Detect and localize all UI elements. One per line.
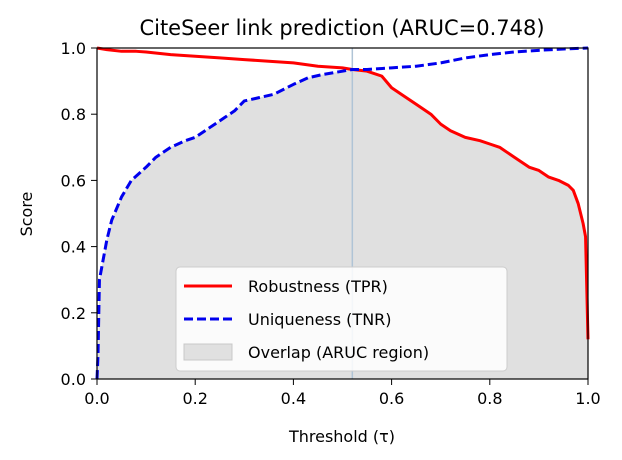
y-tick-label: 0.4 [61, 238, 86, 257]
x-tick-label: 1.0 [575, 389, 600, 408]
legend-item-overlap-label: Overlap (ARUC region) [248, 343, 429, 362]
series-line-robustness [96, 46, 590, 340]
series-line-uniqueness [95, 46, 589, 380]
x-tick-label: 0.2 [182, 389, 207, 408]
x-tick-label: 0.4 [281, 389, 306, 408]
y-tick-label: 1.0 [61, 39, 86, 58]
x-axis-label: Threshold (τ) [288, 427, 395, 446]
chart-title: CiteSeer link prediction (ARUC=0.748) [139, 16, 544, 40]
plot-frame [96, 47, 589, 380]
legend [175, 266, 508, 372]
y-tick-label: 0.0 [61, 370, 86, 389]
x-tick-label: 0.0 [84, 389, 109, 408]
y-axis-label: Score [17, 192, 36, 237]
x-tick-label: 0.6 [379, 389, 404, 408]
x-tick-label: 0.8 [477, 389, 502, 408]
y-tick-label: 0.6 [61, 171, 86, 190]
legend-item-uniqueness-label: Uniqueness (TNR) [248, 310, 392, 329]
legend-item-overlap-swatch [183, 343, 233, 361]
legend-item-robustness-label: Robustness (TPR) [248, 277, 388, 296]
y-tick-label: 0.8 [61, 105, 86, 124]
y-tick-label: 0.2 [61, 304, 86, 323]
